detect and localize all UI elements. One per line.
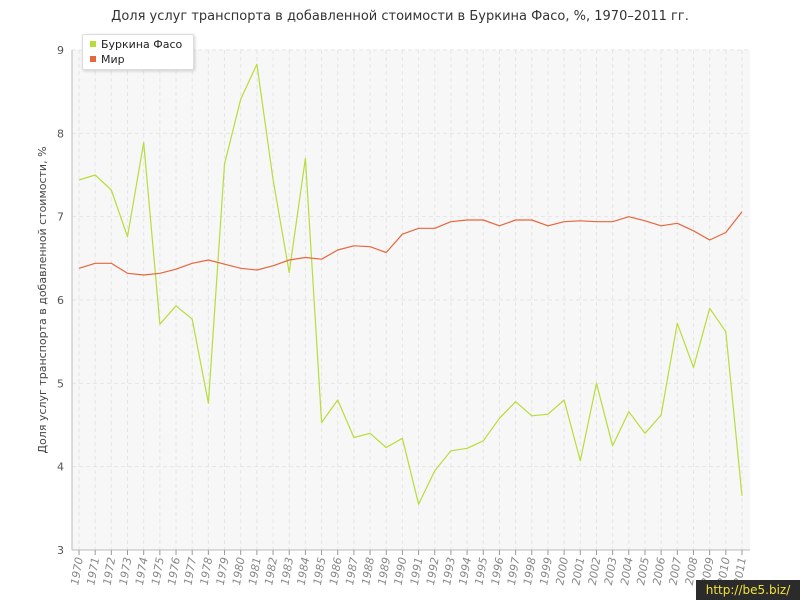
- x-tick-label: 1981: [246, 556, 264, 586]
- y-tick-label: 9: [57, 44, 64, 57]
- x-tick-label: 1999: [537, 556, 555, 586]
- legend-item-burkina-faso[interactable]: Буркина Фасо: [90, 38, 182, 52]
- y-axis-label: Доля услуг транспорта в добавленной стои…: [36, 146, 49, 453]
- legend-item-world[interactable]: Мир: [90, 53, 125, 67]
- x-tick-label: 1996: [489, 556, 507, 586]
- x-tick-label: 1977: [181, 556, 199, 586]
- x-tick-label: 1997: [505, 556, 523, 586]
- y-tick-label: 3: [57, 544, 64, 557]
- y-tick-label: 8: [57, 127, 64, 140]
- x-tick-label: 1992: [424, 556, 442, 586]
- x-tick-label: 1971: [84, 556, 102, 586]
- x-tick-label: 2003: [602, 556, 620, 586]
- x-tick-label: 1989: [376, 556, 394, 586]
- x-tick-label: 1985: [311, 556, 329, 586]
- x-tick-label: 1980: [230, 556, 248, 586]
- y-tick-label: 5: [57, 377, 64, 390]
- x-tick-label: 1998: [521, 556, 539, 586]
- chart-title: Доля услуг транспорта в добавленной стои…: [111, 9, 689, 24]
- x-tick-label: 2002: [586, 556, 604, 586]
- x-tick-label: 1987: [343, 556, 361, 586]
- x-tick-label: 1993: [440, 556, 458, 586]
- x-tick-label: 1970: [68, 556, 86, 586]
- legend: Буркина Фасо Мир: [82, 34, 194, 70]
- x-tick-label: 2010: [715, 556, 733, 586]
- series-line-world: [78, 211, 743, 276]
- x-tick-label: 1975: [149, 556, 167, 586]
- x-tick-label: 2001: [570, 556, 588, 586]
- x-tick-label: 2000: [553, 556, 571, 586]
- legend-swatch-world: [90, 56, 96, 62]
- x-tick-label: 1991: [408, 556, 426, 586]
- x-tick-label: 1982: [262, 556, 280, 586]
- x-tick-label: 2004: [618, 556, 636, 586]
- y-tick-label: 4: [57, 461, 64, 474]
- y-tick-label: 7: [57, 211, 64, 224]
- x-tick-label: 1983: [279, 556, 297, 586]
- x-tick-label: 1986: [327, 556, 345, 586]
- x-tick-label: 1979: [214, 556, 232, 586]
- x-tick-label: 1990: [392, 556, 410, 586]
- x-tick-label: 1988: [359, 556, 377, 586]
- legend-label-burkina-faso: Буркина Фасо: [101, 38, 183, 51]
- y-tick-label: 6: [57, 294, 64, 307]
- x-tick-label: 1978: [198, 556, 216, 586]
- x-tick-label: 1995: [473, 556, 491, 586]
- x-tick-label: 1972: [101, 556, 119, 586]
- legend-swatch-burkina-faso: [90, 41, 96, 47]
- x-tick-label: 2009: [699, 556, 717, 586]
- x-tick-label: 2006: [650, 556, 668, 586]
- x-tick-label: 2011: [731, 556, 749, 586]
- x-tick-label: 2008: [683, 556, 701, 586]
- x-tick-label: 2005: [634, 556, 652, 586]
- x-tick-label: 1976: [165, 556, 183, 586]
- watermark[interactable]: http://be5.biz/: [696, 580, 800, 600]
- legend-label-world: Мир: [101, 53, 125, 66]
- x-tick-label: 1974: [133, 556, 151, 586]
- series-line-burkina-faso: [78, 63, 743, 505]
- x-tick-label: 1984: [295, 556, 313, 586]
- x-tick-label: 2007: [667, 556, 685, 586]
- x-tick-label: 1973: [117, 556, 135, 586]
- x-tick-label: 1994: [456, 556, 474, 586]
